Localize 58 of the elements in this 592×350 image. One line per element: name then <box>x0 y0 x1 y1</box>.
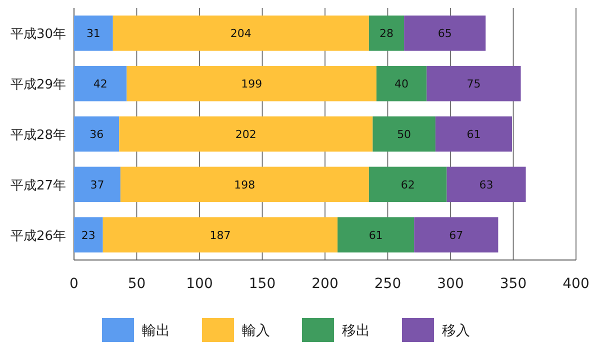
bar <box>404 16 486 51</box>
data-label: 198 <box>234 178 256 192</box>
data-label: 63 <box>479 178 494 192</box>
x-tick-label: 400 <box>562 276 590 292</box>
data-label: 202 <box>235 128 256 141</box>
x-tick-label: 250 <box>374 276 402 292</box>
bar <box>446 166 526 202</box>
data-label: 36 <box>90 128 104 141</box>
bar <box>368 16 404 51</box>
data-label: 40 <box>394 78 409 91</box>
data-label: 67 <box>449 228 464 242</box>
y-tick-label: 平成29年 <box>10 78 66 93</box>
data-label: 204 <box>230 27 252 40</box>
data-label: 65 <box>438 27 452 40</box>
legend-label: 輸出 <box>142 323 170 339</box>
data-label: 187 <box>210 228 231 242</box>
data-label: 23 <box>81 228 96 242</box>
data-label: 61 <box>368 228 383 242</box>
y-tick-label: 平成30年 <box>10 27 66 42</box>
data-label: 37 <box>90 178 104 192</box>
bar <box>120 166 369 202</box>
y-tick-label: 平成26年 <box>10 228 66 244</box>
y-tick-label: 平成28年 <box>10 128 66 143</box>
data-label: 31 <box>86 27 100 40</box>
x-tick-label: 50 <box>128 276 146 292</box>
bar <box>74 217 103 252</box>
bar <box>372 116 436 152</box>
x-tick-label: 350 <box>500 276 527 292</box>
bar <box>338 217 414 252</box>
data-label: 50 <box>397 128 412 141</box>
data-label: 75 <box>466 78 481 91</box>
bar <box>435 116 512 152</box>
bar <box>426 66 521 102</box>
bar <box>414 217 498 252</box>
bar <box>368 166 447 202</box>
bar <box>74 116 120 152</box>
legend-label: 移入 <box>442 323 470 339</box>
bar <box>119 116 373 152</box>
data-label: 199 <box>241 78 262 91</box>
legend-label: 移出 <box>342 323 370 339</box>
x-tick-label: 100 <box>186 276 213 292</box>
bar <box>126 66 376 102</box>
x-tick-label: 0 <box>70 276 78 292</box>
bar <box>376 66 427 102</box>
data-label: 28 <box>379 27 394 40</box>
bar <box>74 16 113 51</box>
bar <box>112 16 369 51</box>
x-tick-label: 200 <box>312 276 338 292</box>
x-tick-label: 300 <box>437 276 464 292</box>
bar <box>74 166 120 202</box>
bar <box>102 217 338 252</box>
x-tick-label: 150 <box>248 276 276 292</box>
data-label: 62 <box>400 178 415 192</box>
y-tick-label: 平成27年 <box>10 178 66 194</box>
data-label: 61 <box>466 128 481 141</box>
legend-label: 輸入 <box>242 323 270 339</box>
data-label: 42 <box>93 78 108 91</box>
bar <box>74 66 127 102</box>
